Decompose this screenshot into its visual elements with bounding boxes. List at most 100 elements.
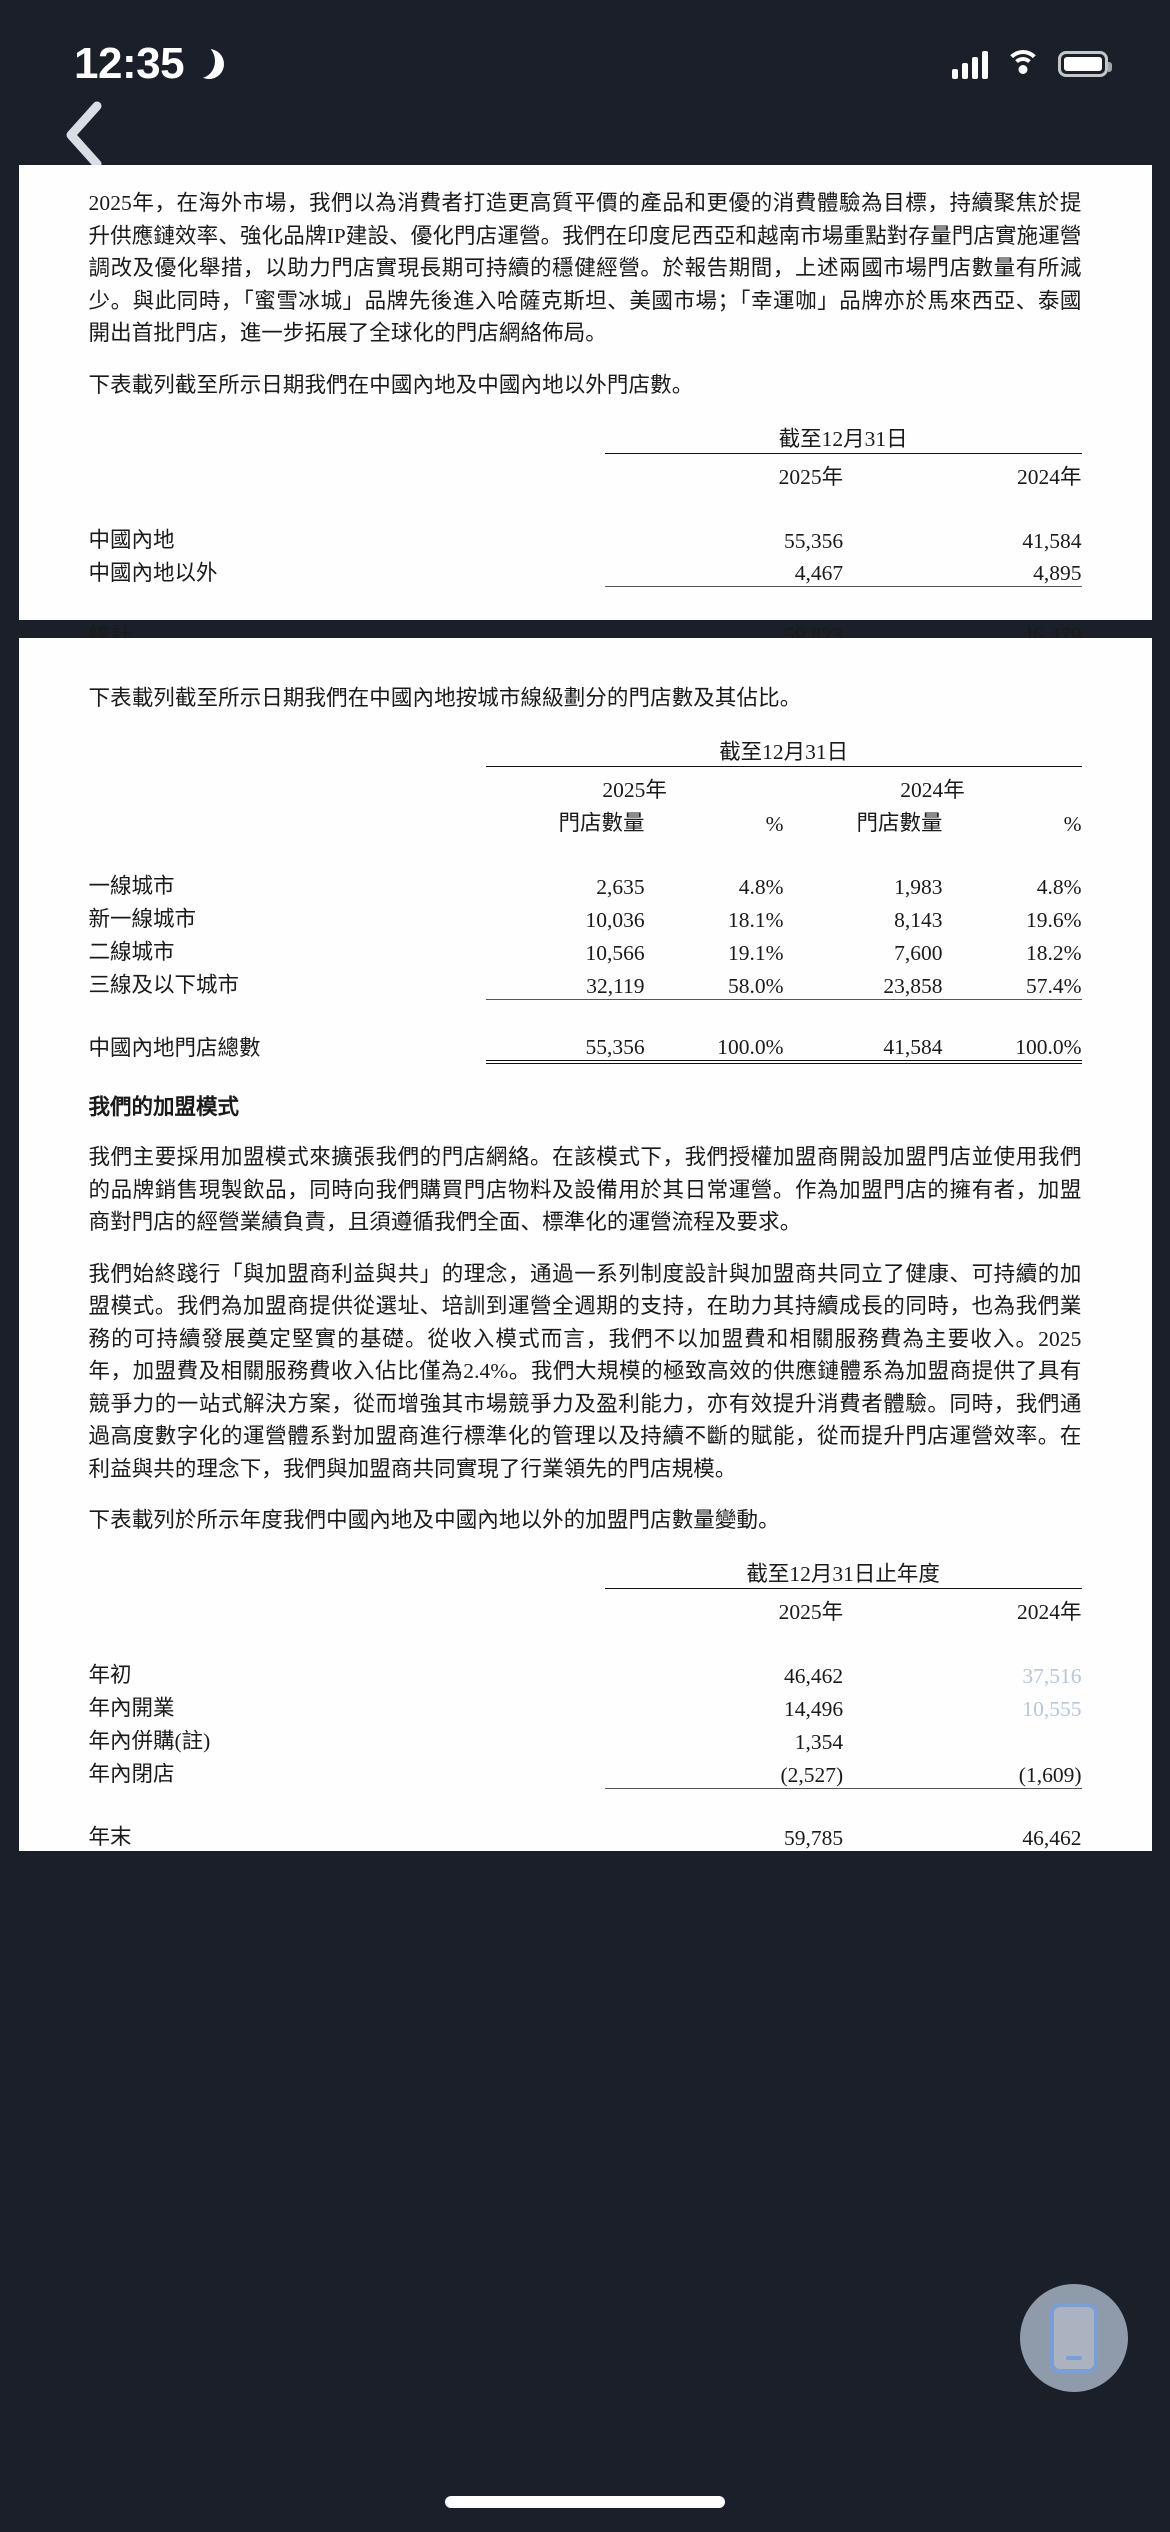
chevron-left-icon [66,101,102,169]
year-header-2025: 2025年 [602,778,667,802]
back-button[interactable] [48,98,122,172]
row-label: 年內開業 [88,1696,175,1720]
row-label: 年內併購(註) [88,1729,211,1753]
table-year-row: 2025年 2024年 [89,767,1082,805]
table-row: 新一線城市 10,036 18.1% 8,143 19.6% [89,900,1082,933]
row-value-2024: 41,584 [1022,528,1082,553]
document-page-2: 下表載列截至所示日期我們在中國內地按城市線級劃分的門店數及其佔比。 截至12月3… [18,638,1152,1851]
cell: 10,566 [585,941,645,965]
status-bar: 12:35 [0,0,1170,100]
row-value-2025: 55,356 [784,528,844,553]
cell: 19.6% [1025,908,1082,932]
city-tier-table: 截至12月31日 2025年 2024年 門店數量 % 門店數量 % [88,733,1082,1064]
total-label: 中國內地門店總數 [88,1036,261,1060]
page2-paragraph-2: 我們始終踐行「與加盟商利益與共」的理念，通過一系列制度設計與加盟商共同立了健康、… [88,1261,1082,1481]
row-label: 一線城市 [88,874,175,898]
status-bar-left: 12:35 [74,39,225,89]
document-viewer[interactable]: 2025年，在海外市場，我們以為消費者打造更高質平價的產品和更優的消費體驗為目標… [0,165,1170,2532]
table-year-row: 2025年 2024年 [89,453,1082,491]
table-row: 一線城市 2,635 4.8% 1,983 4.8% [89,867,1082,900]
cell: 4.8% [738,875,784,899]
table-row: 三線及以下城市 32,119 58.0% 23,858 57.4% [88,966,1082,1000]
page2-paragraph-1: 我們主要採用加盟模式來擴張我們的門店網絡。在該模式下，我們授權加盟商開設加盟門店… [88,1145,1082,1234]
spacer [89,587,1082,617]
subhdr-pct-2024: % [1063,812,1082,836]
col-header-2025: 2025年 [778,464,844,489]
row-label: 中國內地以外 [88,560,218,585]
table-row: 年初 46,462 37,516 [89,1656,1082,1689]
cell: 18.2% [1025,941,1082,965]
table-row: 年內併購(註) 1,354 [89,1722,1082,1755]
total-cell: 55,356 [485,1029,645,1064]
total-cell: 100.0% [942,1029,1082,1064]
cell: 57.4% [942,966,1082,1000]
table-header-span: 截至12月31日 [604,420,1082,454]
cell: 10,036 [585,908,645,932]
page2-paragraph-3: 下表載列於所示年度我們中國內地及中國內地以外的加盟門店數量變動。 [88,1508,780,1532]
cell: 18.1% [728,908,784,932]
cell: 2,635 [596,875,645,899]
cell: 46,462 [784,1664,844,1688]
cell: 8,143 [894,908,943,932]
home-indicator[interactable] [445,2496,725,2508]
document-page-1: 2025年，在海外市場，我們以為消費者打造更高質平價的產品和更優的消費體驗為目標… [18,165,1152,699]
row-value-2025: 4,467 [604,553,844,587]
bottom-bar [0,2442,1170,2532]
table-year-row: 2025年 2024年 [89,1589,1082,1627]
spacer [89,491,1082,521]
cell: (1,609) [843,1755,1082,1789]
cell: 19.1% [728,941,784,965]
table-row: 中國內地 55,356 41,584 [89,521,1082,554]
col-header-2025: 2025年 [778,1600,844,1624]
table-header-span: 截至12月31日止年度 [604,1555,1082,1589]
col-header-2024: 2024年 [1016,1600,1082,1624]
status-time: 12:35 [74,39,185,88]
cell: 32,119 [485,966,645,1000]
table-header-span-row: 截至12月31日止年度 [89,1555,1082,1589]
spacer [89,1788,1082,1818]
table-total-row: 中國內地門店總數 55,356 100.0% 41,584 100.0% [88,1029,1082,1064]
cell: (2,527) [604,1755,844,1789]
page1-paragraph-2: 下表載列截至所示日期我們在中國內地及中國內地以外門店數。 [88,372,694,397]
row-label: 二線城市 [88,940,175,964]
cell: 37,516 [1022,1664,1082,1688]
row-label: 年內閉店 [88,1762,175,1786]
wifi-icon [1005,50,1041,78]
row-label: 年初 [88,1663,132,1687]
cell: 23,858 [783,966,943,1000]
row-label: 中國內地 [88,527,175,552]
total-label: 年末 [88,1825,132,1849]
battery-icon [1058,51,1112,77]
row-value-2024: 4,895 [843,553,1082,587]
cell: 14,496 [784,1697,844,1721]
page2-intro: 下表載列截至所示日期我們在中國內地按城市線級劃分的門店數及其佔比。 [88,686,802,710]
cellular-signal-icon [952,49,988,79]
spacer [89,1626,1082,1656]
subhdr-stores-2024: 門店數量 [856,811,943,835]
subhdr-pct-2025: % [765,812,784,836]
cell: 1,354 [794,1730,844,1754]
row-label: 三線及以下城市 [88,973,240,997]
cell: 7,600 [894,941,943,965]
total-cell: 41,584 [783,1029,943,1064]
table-row: 二線城市 10,566 19.1% 7,600 18.2% [89,933,1082,966]
cell: 10,555 [1022,1697,1082,1721]
table-total-row: 年末 59,785 46,462 [89,1818,1082,1851]
col-header-2024: 2024年 [1016,464,1082,489]
mobile-device-icon [1050,2303,1098,2373]
subhdr-stores-2025: 門店數量 [558,811,645,835]
cell: 58.0% [644,966,784,1000]
cell [843,1722,1081,1755]
table-row: 年內開業 14,496 10,555 [89,1689,1082,1722]
cell: 1,983 [894,875,943,899]
cell: 4.8% [1036,875,1082,899]
total-cell: 59,785 [784,1826,844,1850]
table-header-span: 截至12月31日 [485,733,1082,767]
spacer [89,837,1082,867]
page1-paragraph-1: 2025年，在海外市場，我們以為消費者打造更高質平價的產品和更優的消費體驗為目標… [88,191,1082,345]
row-label: 新一線城市 [88,907,197,931]
table-row: 中國內地以外 4,467 4,895 [88,553,1082,587]
floating-device-widget[interactable] [1020,2284,1128,2392]
table-header-span-row: 截至12月31日 [89,733,1082,767]
